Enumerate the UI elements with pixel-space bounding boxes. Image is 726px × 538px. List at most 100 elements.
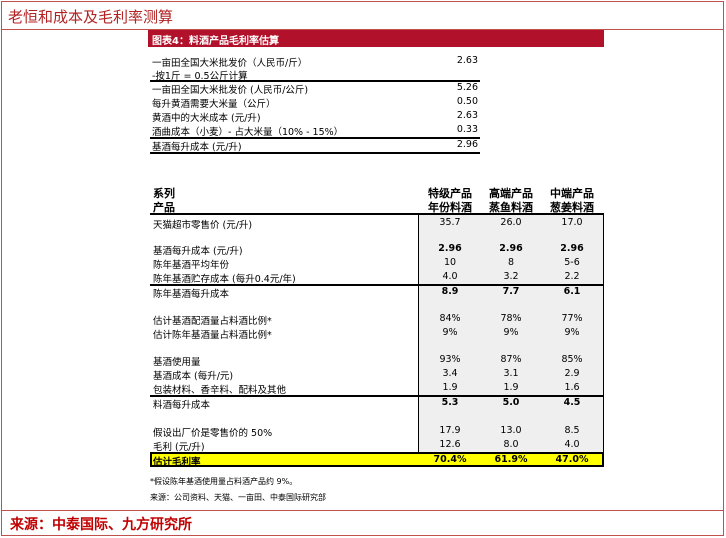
- upper-row-label: 基酒每升成本 (元/升): [152, 142, 242, 153]
- table-row: 估计基酒配酒量占料酒比例* 84% 78% 77%: [150, 313, 604, 327]
- cell-col1: 10: [443, 257, 457, 268]
- cell-col2: 87%: [500, 354, 522, 365]
- header-col3-line1: 中端产品: [550, 187, 594, 200]
- cell-col3: 2.9: [564, 368, 580, 379]
- row-label: 陈年基酒每升成本: [153, 289, 230, 300]
- row-label: 基酒成本 (每升/元): [153, 371, 234, 382]
- cell-col2: 8: [507, 257, 515, 268]
- row-label: 假设出厂价是零售价的 50%: [153, 428, 273, 439]
- cell-col2: 3.2: [503, 271, 519, 282]
- row-label: 估计基酒配酒量占料酒比例*: [153, 316, 272, 327]
- cell-col1: 4.0: [442, 271, 458, 282]
- cell-col2: 7.7: [502, 286, 520, 297]
- cell-col3: 77%: [561, 313, 583, 324]
- row-divider: [150, 395, 604, 397]
- cell-col2: 2.96: [499, 243, 523, 254]
- title-bar: 老恒和成本及毛利率测算: [2, 2, 723, 30]
- header-col2-line2: 蒸鱼料酒: [489, 201, 533, 214]
- upper-row-value: 0.33: [456, 124, 478, 135]
- cell-col2: 3.1: [503, 368, 519, 379]
- row-label: 陈年基酒贮存成本 (每升0.4元/年): [153, 274, 296, 285]
- table-row: 包装材料、香辛料、配料及其他 1.9 1.9 1.6: [150, 382, 604, 396]
- cell-col1: 93%: [439, 354, 461, 365]
- upper-row-value: 5.26: [456, 82, 478, 93]
- source-text: 来源：中泰国际、九方研究所: [10, 517, 192, 533]
- inner-source: 来源：公司资料、天猫、一亩田、中泰国际研究部: [150, 493, 326, 502]
- upper-row-label: 酒曲成本（小麦）- 占大米量（10% - 15%）: [152, 127, 344, 138]
- col-line: [418, 214, 419, 452]
- cell-col2: 61.9%: [494, 454, 528, 465]
- cell-col1: 9%: [442, 327, 458, 338]
- cell-col1: 3.4: [442, 368, 458, 379]
- cell-col3: 8.5: [564, 425, 580, 436]
- cell-col3: 5-6: [564, 257, 580, 268]
- upper-row-1: 一亩田全国大米批发价（人民币/斤） 2.63: [150, 55, 480, 69]
- upper-row-label: 一亩田全国大米批发价（人民币/斤）: [152, 58, 308, 69]
- row-label: 包装材料、香辛料、配料及其他: [153, 385, 287, 396]
- upper-row-7: 基酒每升成本 (元/升) 2.96: [150, 139, 480, 153]
- upper-row-label: 一亩田全国大米批发价 (人民币/公斤): [152, 85, 309, 96]
- upper-row-6: 酒曲成本（小麦）- 占大米量（10% - 15%） 0.33: [150, 124, 480, 138]
- header-divider: [150, 213, 604, 215]
- cell-col3: 47.0%: [555, 454, 589, 465]
- row-label: 基酒每升成本 (元/升): [153, 246, 243, 257]
- gross-margin-highlight: [150, 452, 604, 467]
- upper-row-5: 黄酒中的大米成本 (元/升) 2.63: [150, 110, 480, 124]
- cell-col3: 1.6: [564, 382, 580, 393]
- cell-col2: 26.0: [500, 217, 522, 228]
- cell-col2: 8.0: [503, 439, 519, 450]
- upper-row-value: 2.96: [456, 139, 478, 150]
- upper-row-label: 黄酒中的大米成本 (元/升): [152, 113, 261, 124]
- row-label: 基酒使用量: [153, 357, 201, 368]
- row-label: 料酒每升成本: [153, 400, 211, 411]
- cell-col1: 2.96: [438, 243, 462, 254]
- table-row-gross-margin: 估计毛利率 70.4% 61.9% 47.0%: [150, 454, 604, 468]
- table-row: 陈年基酒平均年份 10 8 5-6: [150, 257, 604, 271]
- upper-row-4: 每升黄酒需要大米量（公斤） 0.50: [150, 96, 480, 110]
- cell-col3: 85%: [561, 354, 583, 365]
- upper-row-2: -按1斤 = 0.5公斤计算: [150, 68, 480, 82]
- cell-col3: 4.5: [563, 397, 581, 408]
- upper-row-3: 一亩田全国大米批发价 (人民币/公斤) 5.26: [150, 82, 480, 96]
- cell-col1: 12.6: [439, 439, 461, 450]
- cell-col3: 4.0: [564, 439, 580, 450]
- table-row: 基酒成本 (每升/元) 3.4 3.1 2.9: [150, 368, 604, 382]
- divider: [150, 137, 480, 139]
- row-divider: [150, 284, 604, 286]
- cell-col1: 70.4%: [433, 454, 467, 465]
- table-row: 基酒使用量 93% 87% 85%: [150, 354, 604, 368]
- table-row: 毛利 (元/升) 12.6 8.0 4.0: [150, 439, 604, 453]
- cell-col2: 9%: [503, 327, 519, 338]
- header-product: 产品: [153, 201, 175, 214]
- cell-col1: 1.9: [442, 382, 458, 393]
- table-row: 天猫超市零售价 (元/升) 35.7 26.0 17.0: [150, 217, 604, 231]
- footnote: *假设陈年基酒使用量占料酒产品约 9%。: [150, 477, 298, 486]
- cell-col2: 1.9: [503, 382, 519, 393]
- col-line: [603, 214, 604, 452]
- cell-col2: 5.0: [502, 397, 520, 408]
- source-bar: 来源：中泰国际、九方研究所: [2, 510, 723, 535]
- header-col2-line1: 高端产品: [489, 187, 533, 200]
- table-row: 陈年基酒贮存成本 (每升0.4元/年) 4.0 3.2 2.2: [150, 271, 604, 285]
- cell-col1: 35.7: [439, 217, 461, 228]
- table-row: 基酒每升成本 (元/升) 2.96 2.96 2.96: [150, 243, 604, 257]
- upper-row-value: 2.63: [456, 110, 478, 121]
- row-label: 天猫超市零售价 (元/升): [153, 220, 253, 231]
- header-col1-line2: 年份料酒: [428, 201, 472, 214]
- row-label: 陈年基酒平均年份: [153, 260, 230, 271]
- cell-col2: 13.0: [500, 425, 522, 436]
- cell-col1: 5.3: [441, 397, 459, 408]
- header-col1-line1: 特级产品: [428, 187, 472, 200]
- cell-col3: 2.2: [564, 271, 580, 282]
- cell-col3: 6.1: [563, 286, 581, 297]
- cell-col3: 2.96: [560, 243, 584, 254]
- column-shading: [418, 214, 604, 452]
- upper-row-value: 2.63: [456, 55, 478, 66]
- cell-col3: 9%: [564, 327, 580, 338]
- cell-col1: 17.9: [439, 425, 461, 436]
- divider: [150, 152, 480, 154]
- divider: [150, 80, 480, 82]
- upper-row-label: 每升黄酒需要大米量（公斤）: [152, 99, 276, 110]
- cell-col1: 84%: [439, 313, 461, 324]
